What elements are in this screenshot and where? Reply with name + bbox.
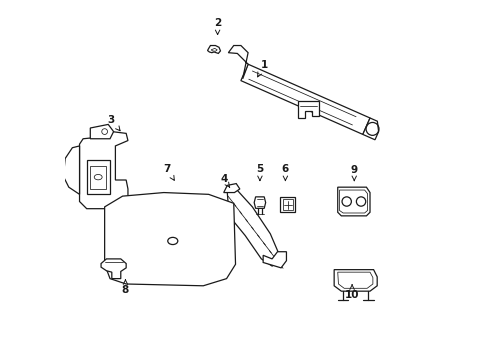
Polygon shape: [280, 197, 295, 212]
Polygon shape: [104, 193, 235, 286]
Text: 2: 2: [214, 18, 221, 35]
Polygon shape: [86, 160, 110, 194]
Text: 7: 7: [163, 164, 174, 180]
Polygon shape: [101, 259, 126, 279]
Polygon shape: [297, 101, 319, 118]
Polygon shape: [207, 45, 220, 53]
Polygon shape: [211, 48, 217, 51]
Text: 4: 4: [220, 174, 229, 187]
Text: 3: 3: [107, 115, 120, 131]
Text: 6: 6: [281, 164, 288, 180]
Text: 8: 8: [122, 280, 129, 296]
Polygon shape: [337, 187, 369, 216]
Polygon shape: [228, 45, 247, 79]
Polygon shape: [263, 252, 286, 268]
Polygon shape: [333, 270, 376, 291]
Polygon shape: [241, 64, 369, 134]
Polygon shape: [227, 187, 281, 266]
Text: 1: 1: [257, 60, 267, 77]
Polygon shape: [362, 118, 378, 140]
Polygon shape: [339, 190, 367, 213]
Text: 10: 10: [344, 285, 359, 301]
Ellipse shape: [167, 237, 178, 244]
Text: 5: 5: [256, 164, 263, 180]
Polygon shape: [254, 197, 265, 208]
Ellipse shape: [94, 175, 102, 180]
Polygon shape: [90, 125, 113, 139]
Polygon shape: [337, 272, 372, 288]
Polygon shape: [90, 166, 106, 189]
Polygon shape: [223, 184, 239, 193]
Text: 9: 9: [350, 165, 357, 181]
Polygon shape: [63, 146, 80, 194]
Polygon shape: [80, 132, 128, 209]
Polygon shape: [282, 199, 293, 210]
